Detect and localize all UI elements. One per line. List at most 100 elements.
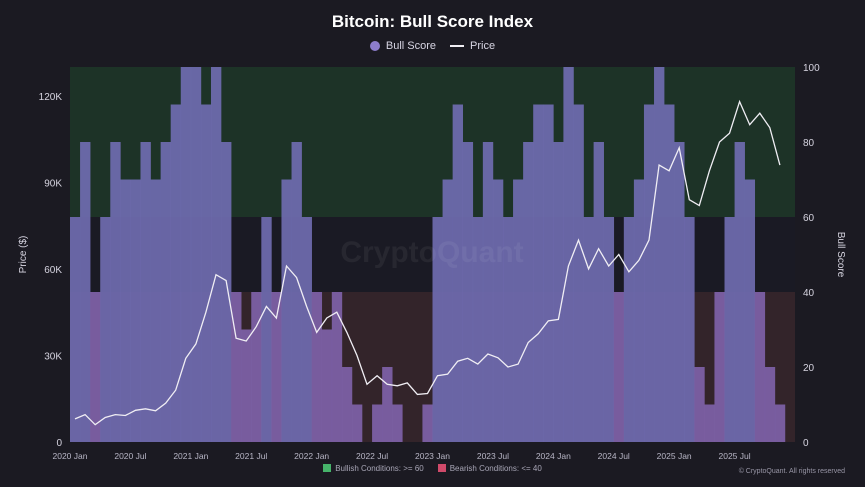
bull-score-bar [744, 179, 756, 442]
bull-score-bar [100, 217, 111, 442]
bull-score-bar [231, 292, 242, 442]
bull-score-bar [553, 142, 564, 442]
bull-score-bar [321, 329, 333, 442]
bull-score-bar [684, 217, 695, 442]
bull-score-series [70, 67, 786, 442]
bull-score-bar [180, 67, 192, 442]
bull-score-bar [311, 292, 323, 442]
bull-score-bar [573, 104, 584, 442]
bearish-swatch [437, 464, 446, 472]
y-right-tick-label: 0 [803, 438, 809, 449]
bull-score-bar [734, 142, 745, 442]
y-left-tick-label: 0 [56, 438, 62, 449]
x-tick-label: 2022 Jan [294, 451, 329, 461]
bull-score-bar [764, 367, 776, 442]
bull-score-bar [452, 104, 464, 442]
legend-price[interactable]: Price [450, 40, 495, 52]
bull-score-bar [251, 292, 262, 442]
bull-score-bar [674, 142, 685, 442]
bull-score-bar [583, 217, 594, 442]
legend-price-line [450, 45, 465, 47]
y-right-tick-label: 80 [803, 138, 815, 149]
x-tick-label: 2025 Jul [719, 451, 751, 461]
y-left-tick-label: 90K [44, 178, 62, 189]
bull-score-bar [110, 142, 121, 442]
legend-bull-score-dot [369, 41, 380, 51]
y-left-tick-label: 60K [44, 265, 62, 276]
y-right-tick-label: 100 [803, 63, 820, 74]
bull-score-bar [714, 292, 725, 442]
bull-score-bar [643, 104, 655, 442]
bull-score-bar [422, 404, 433, 442]
bull-score-bar [593, 142, 604, 442]
bull-score-bar [442, 179, 453, 442]
conditions-legend: Bullish Conditions: >= 60 Bearish Condit… [0, 464, 865, 473]
bullish-condition-label: Bullish Conditions: >= 60 [335, 464, 424, 473]
x-tick-label: 2024 Jul [598, 451, 630, 461]
y-right-tick-label: 20 [803, 363, 815, 374]
bull-score-bar [724, 217, 735, 442]
y-left-axis-label: Price ($) [18, 236, 29, 274]
x-tick-label: 2022 Jul [356, 451, 388, 461]
bull-score-bar [372, 404, 383, 442]
bull-score-bar [241, 329, 252, 442]
bull-score-bar [170, 104, 182, 442]
copyright: © CryptoQuant. All rights reserved [738, 468, 845, 475]
legend-bull-score[interactable]: Bull Score [369, 40, 437, 52]
chart-legend: Bull Score Price [0, 40, 865, 52]
x-tick-label: 2020 Jan [53, 451, 88, 461]
bull-score-bar [603, 217, 615, 442]
bull-score-bar [533, 104, 544, 442]
bull-score-bar [654, 67, 665, 442]
axes: 0 30K 60K 90K 120K 0 20 40 60 80 100 2020 Jan 2020 J… [18, 63, 846, 461]
bull-score-bar [462, 142, 474, 442]
x-tick-label: 2025 Jan [657, 451, 692, 461]
bull-score-bar [543, 104, 554, 442]
bull-score-bar [694, 367, 705, 442]
bullish-condition-item: Bullish Conditions: >= 60 [323, 464, 424, 473]
x-tick-label: 2021 Jul [235, 451, 267, 461]
x-tick-label: 2020 Jul [114, 451, 146, 461]
bull-score-bar [523, 142, 534, 442]
bull-score-bar [190, 67, 202, 442]
bull-score-bar [382, 367, 393, 442]
bull-score-bar [754, 292, 766, 442]
bull-score-bar [341, 367, 353, 442]
bull-score-bar [120, 179, 131, 442]
bull-score-bar [492, 179, 504, 442]
bull-score-bar [140, 142, 151, 442]
bull-score-bar [613, 292, 625, 442]
price-line [74, 99, 781, 426]
chart-title: Bitcoin: Bull Score Index [331, 12, 534, 31]
bull-score-bar [774, 404, 786, 442]
x-tick-label: 2023 Jul [477, 451, 509, 461]
bull-score-bar [261, 217, 272, 442]
bull-score-bar [210, 67, 222, 442]
bull-score-bar [472, 217, 484, 442]
legend-bull-score-label: Bull Score [385, 40, 437, 52]
bull-score-bar [432, 217, 443, 442]
bull-score-bar [90, 292, 101, 442]
bull-score-bar [664, 104, 675, 442]
bull-score-bar [563, 67, 574, 442]
bearish-condition-item: Bearish Conditions: <= 40 [437, 464, 542, 473]
bull-score-bar [160, 142, 171, 442]
bull-score-bar [623, 217, 635, 442]
bull-score-bar [633, 179, 645, 442]
y-left-tick-label: 120K [39, 92, 63, 103]
bull-score-bar [704, 404, 715, 442]
bull-score-bar [482, 142, 494, 442]
bull-score-bar [392, 404, 403, 442]
bull-score-bar [281, 179, 292, 442]
bull-score-bar [150, 179, 161, 442]
bull-score-bar [513, 179, 524, 442]
bull-score-bar [301, 217, 312, 442]
bull-score-bar [502, 217, 514, 442]
bull-score-bar [200, 104, 212, 442]
bull-score-bar [70, 217, 81, 442]
y-right-tick-label: 40 [803, 288, 815, 299]
bull-score-bar [331, 292, 343, 442]
bull-score-bar [351, 404, 363, 442]
bearish-condition-label: Bearish Conditions: <= 40 [449, 464, 542, 473]
